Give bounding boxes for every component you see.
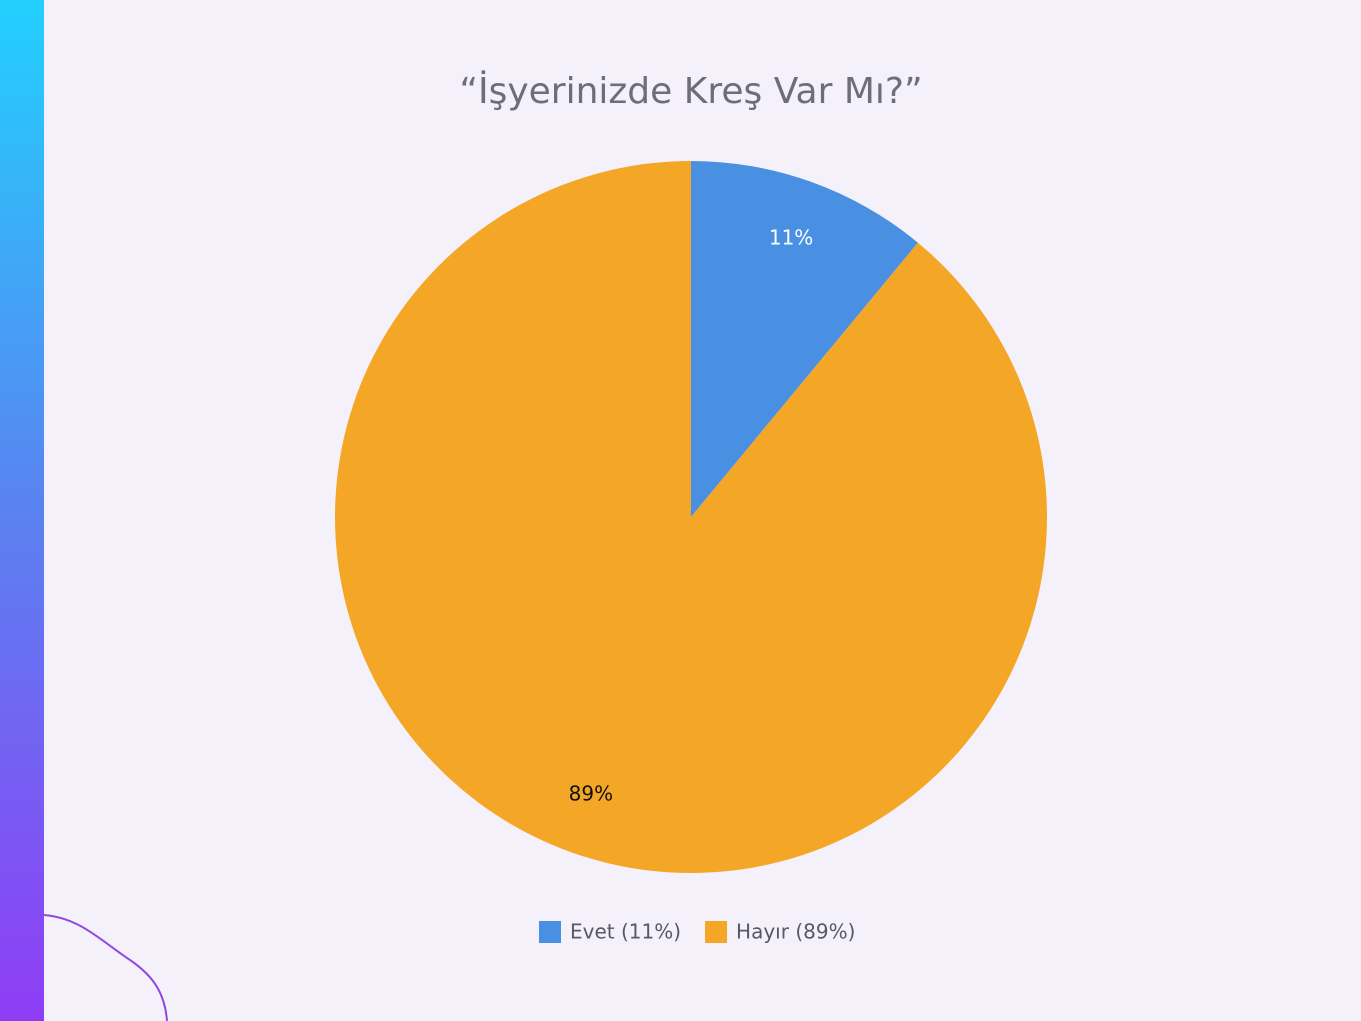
legend-swatch xyxy=(539,921,561,943)
value-label: 11% xyxy=(769,225,813,249)
legend: Evet (11%) Hayır (89%) xyxy=(539,920,855,944)
legend-swatch xyxy=(705,921,728,943)
pie-slice xyxy=(691,161,918,517)
legend-label: Hayır (89%) xyxy=(736,920,855,944)
value-label: 89% xyxy=(569,782,613,806)
pie-slice xyxy=(334,161,1047,873)
chart-title: “İşyerinizde Kreş Var Mı?” xyxy=(459,70,922,112)
decor-curve xyxy=(43,914,168,1021)
pie: 11% 89% xyxy=(334,161,1047,873)
side-bar xyxy=(0,0,44,1021)
legend-label: Evet (11%) xyxy=(570,920,681,944)
